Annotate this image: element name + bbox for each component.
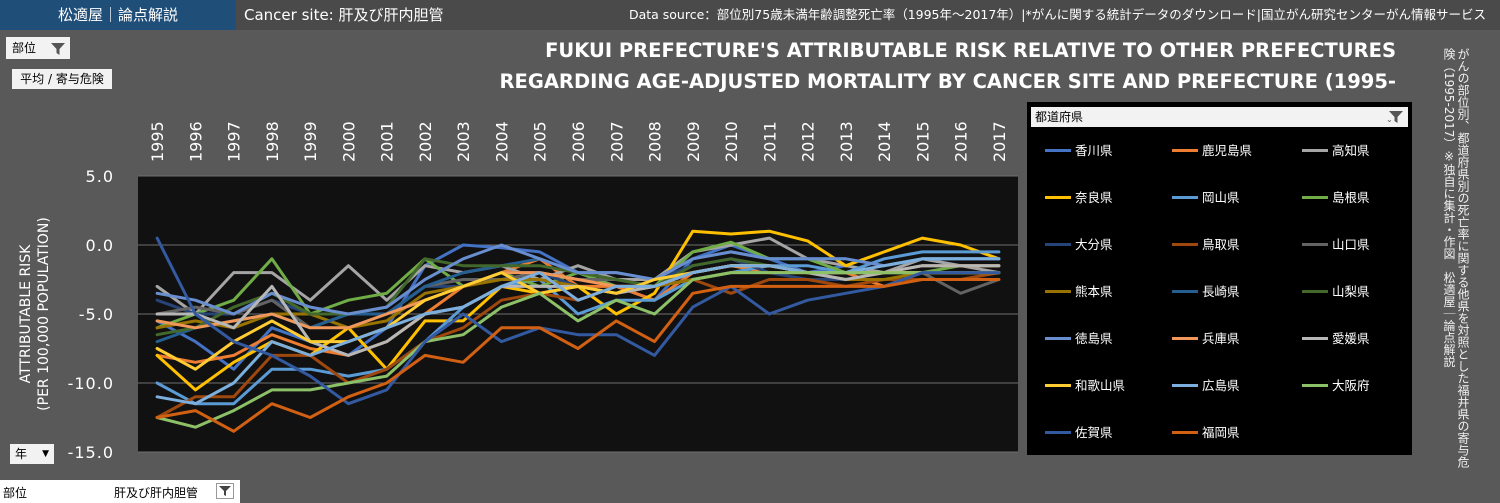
legend-swatch xyxy=(1172,196,1198,199)
legend-swatch xyxy=(1302,290,1328,293)
bottom-filter-value: 肝及び肝内胆管 xyxy=(114,486,199,500)
series-line xyxy=(155,257,1001,406)
x-tick-label: 2001 xyxy=(378,121,397,162)
legend-swatch xyxy=(1172,337,1198,340)
legend-label: 鳥取県 xyxy=(1202,237,1240,252)
series-line xyxy=(155,243,1001,316)
mode-toggle-button[interactable]: 平均 / 寄与危険 xyxy=(12,69,112,89)
year-filter-label: 年 xyxy=(15,447,28,461)
x-tick-label: 2008 xyxy=(646,121,665,162)
legend-swatch xyxy=(1045,149,1071,152)
legend-label: 島根県 xyxy=(1332,190,1370,205)
legend-swatch xyxy=(1045,431,1071,434)
funnel-filter-icon xyxy=(50,41,66,63)
x-tick-label: 2014 xyxy=(875,121,894,162)
legend-label: 広島県 xyxy=(1202,378,1240,393)
x-tick-label: 1998 xyxy=(263,121,282,162)
legend-swatch xyxy=(1045,337,1071,340)
legend-label: 兵庫県 xyxy=(1202,331,1240,346)
legend-label: 和歌山県 xyxy=(1075,378,1126,393)
series-line xyxy=(155,278,1001,433)
y-tick-label: -5.0 xyxy=(79,305,114,324)
legend-swatch xyxy=(1302,196,1328,199)
legend-label: 奈良県 xyxy=(1075,190,1113,205)
x-tick-label: 2000 xyxy=(339,121,358,162)
legend-label: 愛媛県 xyxy=(1332,331,1370,346)
series-line xyxy=(155,271,1001,429)
legend-swatch xyxy=(1302,384,1328,387)
cancer-site-label: Cancer site: 肝及び肝内胆管 xyxy=(244,6,444,24)
legend-label: 熊本県 xyxy=(1075,284,1113,299)
legend-label: 高知県 xyxy=(1332,143,1370,158)
y-tick-label: -15.0 xyxy=(68,443,114,462)
funnel-filter-icon[interactable] xyxy=(216,483,234,499)
legend-swatch xyxy=(1045,384,1071,387)
legend-swatch xyxy=(1172,149,1198,152)
legend-swatch xyxy=(1045,290,1071,293)
bottom-filter-bar: 部位 肝及び肝内胆管 xyxy=(0,480,240,503)
svg-text:⌄: ⌄ xyxy=(1386,115,1393,124)
chevron-down-icon: ▼ xyxy=(42,449,49,459)
y-tick-label: 0.0 xyxy=(86,236,114,255)
legend-swatch xyxy=(1045,243,1071,246)
site-filter-label: 部位 xyxy=(12,41,37,55)
legend-swatch xyxy=(1172,243,1198,246)
legend-label: 長崎県 xyxy=(1202,284,1240,299)
legend-label: 香川県 xyxy=(1075,143,1113,158)
x-tick-label: 2003 xyxy=(454,121,473,162)
legend-swatch xyxy=(1302,337,1328,340)
brand-tab[interactable]: 松適屋｜論点解説 xyxy=(0,0,236,30)
x-tick-label: 2012 xyxy=(799,121,818,162)
x-tick-label: 2006 xyxy=(569,121,588,162)
prefecture-filter[interactable]: 都道府県 ⌄ xyxy=(1031,107,1408,127)
x-tick-label: 2015 xyxy=(913,121,932,162)
x-tick-label: 2010 xyxy=(722,121,741,162)
side-note: がんの部位別、都道府県別の死亡率に関する他県を対照とした福井県の寄与危険（199… xyxy=(1442,48,1470,468)
y-tick-label: 5.0 xyxy=(86,167,114,186)
funnel-filter-icon: ⌄ xyxy=(1386,110,1404,130)
top-bar: 松適屋｜論点解説 Cancer site: 肝及び肝内胆管 Data sourc… xyxy=(0,0,1500,30)
x-tick-label: 1996 xyxy=(186,121,205,162)
x-tick-label: 1997 xyxy=(225,121,244,162)
legend-label: 山口県 xyxy=(1332,237,1370,252)
x-tick-label: 1995 xyxy=(148,121,167,162)
x-tick-label: 2011 xyxy=(760,121,779,162)
legend-swatch xyxy=(1302,243,1328,246)
x-tick-label: 2009 xyxy=(684,121,703,162)
x-tick-label: 1999 xyxy=(301,121,320,162)
legend-label: 佐賀県 xyxy=(1075,425,1113,440)
legend-label: 徳島県 xyxy=(1075,331,1113,346)
legend-label: 大阪府 xyxy=(1332,378,1370,393)
y-tick-label: -10.0 xyxy=(68,374,114,393)
legend-label: 山梨県 xyxy=(1332,284,1370,299)
x-tick-label: 2005 xyxy=(531,121,550,162)
legend-label: 岡山県 xyxy=(1202,190,1240,205)
legend-swatch xyxy=(1302,149,1328,152)
y-axis-label: ATTRIBUTABLE RISK (PER 100,000 POPULATION… xyxy=(18,217,52,411)
year-filter-button[interactable]: 年 ▼ xyxy=(10,444,54,464)
legend-swatch xyxy=(1045,196,1071,199)
series-line xyxy=(155,236,1001,406)
bottom-filter-key: 部位 xyxy=(3,486,28,500)
legend-swatch xyxy=(1172,384,1198,387)
legend-label: 大分県 xyxy=(1075,237,1113,252)
legend-swatch xyxy=(1172,290,1198,293)
site-filter-button[interactable]: 部位 xyxy=(6,37,70,59)
x-tick-label: 2013 xyxy=(837,121,856,162)
legend-label: 福岡県 xyxy=(1202,425,1240,440)
legend-panel: 都道府県 ⌄ 香川県 鹿児島県 高知県奈良県 岡山県 島根県大分県 鳥取県 山口県熊本県 長崎… xyxy=(1027,102,1412,455)
x-tick-label: 2007 xyxy=(607,121,626,162)
data-source-text: Data source：部位別75歳未満年齢調整死亡率（1995年～2017年）… xyxy=(628,7,1486,22)
legend-swatch xyxy=(1172,431,1198,434)
x-tick-label: 2016 xyxy=(952,121,971,162)
x-tick-label: 2002 xyxy=(416,121,435,162)
prefecture-filter-label: 都道府県 xyxy=(1035,110,1084,124)
legend-label: 鹿児島県 xyxy=(1202,143,1253,158)
x-tick-label: 2004 xyxy=(492,121,511,162)
chart-title-line-1: FUKUI PREFECTURE'S ATTRIBUTABLE RISK REL… xyxy=(545,39,1396,62)
x-tick-label: 2017 xyxy=(990,121,1009,162)
